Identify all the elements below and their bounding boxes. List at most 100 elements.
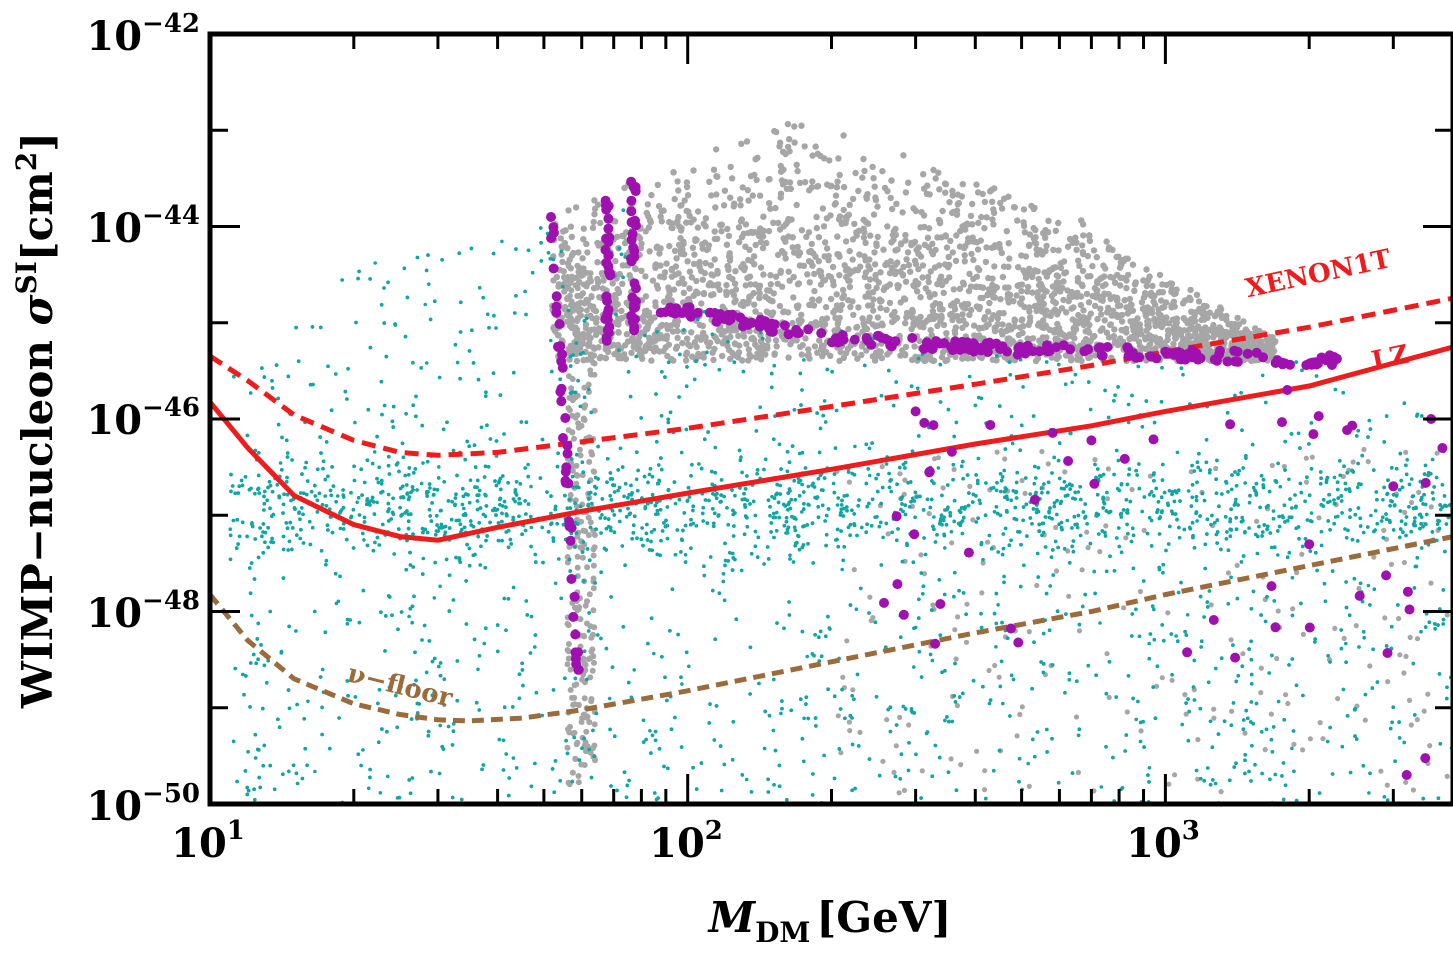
gray-point bbox=[1085, 545, 1091, 551]
gray-point bbox=[986, 299, 993, 307]
gray-point bbox=[811, 287, 818, 295]
gray-point bbox=[1205, 348, 1213, 356]
gray-point bbox=[1061, 269, 1069, 277]
gray-point bbox=[853, 323, 861, 331]
gray-point bbox=[972, 283, 979, 290]
gray-point bbox=[1275, 608, 1281, 614]
gray-point bbox=[1254, 518, 1260, 524]
gray-point bbox=[827, 352, 834, 359]
gray-point bbox=[981, 315, 988, 322]
gray-point bbox=[738, 264, 745, 271]
gray-point bbox=[860, 155, 867, 163]
gray-point bbox=[571, 435, 577, 442]
gray-point bbox=[646, 313, 653, 320]
gray-point bbox=[873, 284, 880, 292]
gray-point bbox=[580, 225, 587, 232]
gray-point bbox=[799, 342, 806, 349]
gray-point bbox=[921, 223, 928, 231]
gray-point bbox=[566, 373, 572, 380]
gray-point bbox=[1243, 329, 1250, 336]
gray-point bbox=[740, 302, 747, 309]
gray-point bbox=[776, 302, 784, 310]
gray-point bbox=[983, 214, 990, 221]
gray-point bbox=[620, 233, 627, 240]
gray-point bbox=[926, 293, 934, 301]
gray-point bbox=[1143, 282, 1150, 290]
gray-point bbox=[1036, 337, 1043, 344]
gray-point bbox=[688, 329, 695, 336]
gray-point bbox=[1186, 332, 1193, 340]
gray-point bbox=[829, 263, 837, 271]
gray-point bbox=[655, 203, 663, 210]
gray-point bbox=[590, 607, 597, 614]
gray-point bbox=[1129, 261, 1137, 268]
gray-point bbox=[1335, 696, 1341, 702]
gray-point bbox=[1193, 291, 1201, 298]
gray-point bbox=[1053, 524, 1059, 531]
gray-point bbox=[859, 315, 866, 322]
gray-point bbox=[863, 325, 871, 333]
gray-point bbox=[1159, 675, 1165, 681]
gray-point bbox=[1113, 253, 1120, 261]
gray-point bbox=[832, 314, 839, 322]
gray-point bbox=[624, 338, 632, 345]
gray-point bbox=[833, 184, 841, 191]
gray-point bbox=[1079, 267, 1087, 275]
gray-point bbox=[764, 287, 771, 294]
gray-point bbox=[723, 281, 730, 289]
gray-point bbox=[991, 263, 998, 270]
gray-point bbox=[678, 224, 685, 232]
gray-point bbox=[1124, 271, 1132, 279]
gray-point bbox=[1114, 313, 1121, 321]
gray-point bbox=[1210, 326, 1218, 333]
gray-point bbox=[726, 355, 734, 363]
gray-point bbox=[564, 661, 571, 668]
gray-point bbox=[1225, 570, 1231, 576]
gray-point bbox=[619, 280, 626, 287]
gray-point bbox=[1202, 324, 1209, 331]
gray-point bbox=[1091, 302, 1099, 309]
gray-point bbox=[589, 667, 596, 674]
gray-point bbox=[1131, 287, 1138, 294]
gray-point bbox=[855, 227, 863, 234]
gray-point bbox=[849, 298, 856, 305]
gray-point bbox=[1079, 250, 1087, 258]
gray-point bbox=[572, 204, 580, 211]
gray-point bbox=[573, 462, 580, 469]
gray-point bbox=[774, 251, 782, 259]
gray-point bbox=[683, 335, 691, 342]
gray-point bbox=[1039, 251, 1046, 258]
gray-point bbox=[1406, 697, 1413, 704]
gray-point bbox=[646, 334, 653, 341]
gray-point bbox=[990, 287, 998, 295]
gray-point bbox=[694, 224, 702, 231]
gray-point bbox=[822, 239, 829, 246]
gray-point bbox=[892, 225, 899, 233]
gray-point bbox=[770, 219, 777, 226]
gray-point bbox=[1111, 279, 1119, 286]
gray-point bbox=[872, 323, 879, 330]
gray-point bbox=[785, 354, 792, 361]
gray-point bbox=[587, 623, 594, 630]
gray-point bbox=[656, 250, 663, 257]
gray-point bbox=[1093, 291, 1101, 298]
gray-point bbox=[575, 773, 582, 779]
gray-point bbox=[843, 349, 850, 357]
gray-point bbox=[784, 120, 792, 128]
gray-point bbox=[974, 748, 980, 754]
gray-point bbox=[902, 231, 909, 239]
gray-point bbox=[1401, 670, 1407, 676]
gray-point bbox=[867, 594, 873, 600]
gray-point bbox=[1110, 333, 1118, 340]
gray-point bbox=[872, 196, 880, 204]
gray-point bbox=[1156, 271, 1164, 279]
gray-point bbox=[1428, 504, 1434, 510]
gray-point bbox=[936, 186, 943, 193]
gray-point bbox=[1158, 323, 1166, 331]
gray-point bbox=[727, 333, 734, 341]
gray-point bbox=[674, 178, 681, 185]
gray-point bbox=[1320, 736, 1326, 742]
gray-point bbox=[1030, 235, 1038, 242]
gray-point bbox=[589, 352, 596, 359]
